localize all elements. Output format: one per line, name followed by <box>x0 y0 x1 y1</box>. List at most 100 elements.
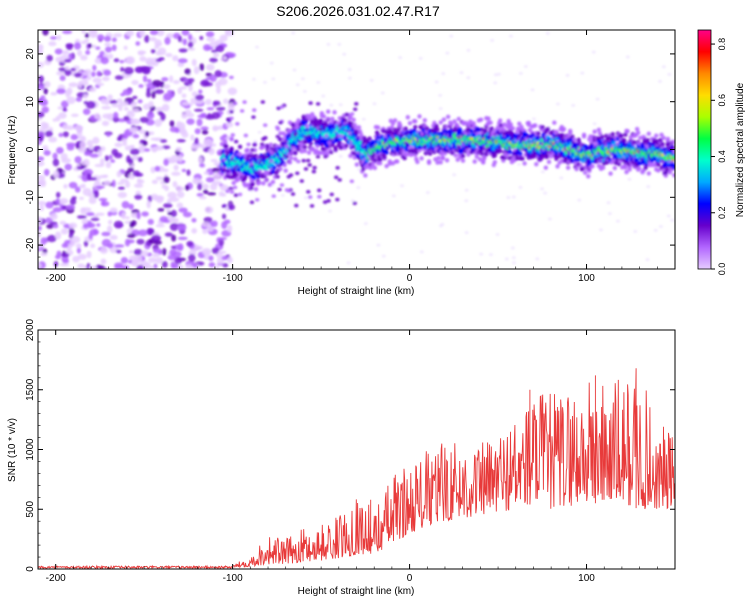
ridge-cell <box>231 180 236 186</box>
noise-blob <box>86 250 92 259</box>
noise-blob <box>107 94 113 101</box>
scatter-blob <box>286 152 292 156</box>
snr-x-axis: -200 -100 0 100 <box>37 330 676 584</box>
ridge-cell <box>344 143 349 149</box>
ridge-cell <box>243 174 248 180</box>
ridge-cell <box>375 125 381 130</box>
ridge-cell <box>502 122 507 127</box>
noise-blob <box>77 81 83 89</box>
ridge-cell <box>432 120 437 126</box>
ridge-cell <box>486 116 491 121</box>
noise-blob <box>80 54 88 61</box>
ridge-cell <box>318 118 323 123</box>
noise-blob <box>95 212 105 216</box>
noise-blob <box>214 70 222 78</box>
noise-blob <box>70 67 76 72</box>
noise-blob <box>121 138 128 143</box>
noise-blob <box>111 179 116 188</box>
ridge-cell <box>367 136 372 141</box>
scatter-blob <box>337 178 342 182</box>
faint-blob <box>543 191 548 195</box>
noise-blob <box>148 265 155 269</box>
noise-blob <box>200 112 207 118</box>
noise-blob <box>188 84 193 92</box>
noise-blob <box>130 144 135 148</box>
ridge-cell <box>293 156 298 162</box>
noise-blob <box>206 37 216 42</box>
noise-blob <box>164 36 171 45</box>
noise-blob <box>81 71 92 76</box>
noise-blob <box>113 58 120 63</box>
noise-blob <box>102 76 110 82</box>
noise-blob <box>174 127 180 134</box>
scatter-blob <box>237 192 243 197</box>
noise-blob <box>148 100 154 108</box>
ridge-cell <box>287 160 293 165</box>
y-tick-label: 2000 <box>25 318 36 341</box>
ridge-cell <box>439 151 444 156</box>
noise-blob <box>123 45 128 50</box>
noise-blob <box>187 47 196 51</box>
noise-blob <box>153 263 158 269</box>
noise-blob <box>199 195 207 200</box>
noise-blob <box>169 120 175 128</box>
noise-blob <box>205 64 215 71</box>
noise-blob <box>94 57 103 64</box>
noise-blob <box>181 168 187 173</box>
noise-blob <box>203 189 209 195</box>
noise-blob <box>217 250 227 255</box>
ridge-cell <box>665 136 671 142</box>
scatter-blob <box>232 185 238 190</box>
ridge-cell <box>267 182 272 187</box>
noise-blob <box>182 38 188 46</box>
scatter-blob <box>327 140 332 145</box>
noise-blob <box>215 45 225 53</box>
scatter-blob <box>335 197 340 202</box>
ridge-cell <box>552 120 557 125</box>
noise-blob <box>107 219 113 225</box>
ridge-cell <box>405 115 411 120</box>
noise-blob <box>211 247 220 254</box>
faint-blob <box>595 97 600 101</box>
faint-blob <box>633 229 638 233</box>
noise-blob <box>113 152 123 159</box>
noise-blob <box>200 126 209 131</box>
noise-blob <box>96 82 105 86</box>
scatter-blob <box>249 186 254 191</box>
ridge-cell <box>624 169 629 175</box>
noise-blob <box>208 255 214 262</box>
ridge-cell <box>378 161 383 166</box>
noise-blob <box>140 250 149 257</box>
faint-blob <box>257 130 262 134</box>
noise-blob <box>131 258 139 267</box>
noise-blob <box>81 30 86 35</box>
ridge-cell <box>659 132 664 137</box>
noise-blob <box>76 247 81 254</box>
colorbar-tick-label: 0.0 <box>717 263 727 276</box>
x-tick-label: -100 <box>223 573 243 584</box>
colorbar: 0.00.20.40.60.8 Normalized spectral ampl… <box>697 29 746 276</box>
y-tick-label: 1500 <box>25 378 36 401</box>
x-tick-label: -200 <box>46 573 66 584</box>
noise-blob <box>219 184 229 191</box>
ridge-cell <box>610 131 615 137</box>
ridge-cell <box>407 121 413 126</box>
ridge-cell <box>398 123 403 128</box>
scatter-blob <box>239 109 245 113</box>
noise-blob <box>113 111 119 119</box>
faint-blob <box>347 76 352 80</box>
noise-blob <box>132 95 138 100</box>
noise-blob <box>95 46 101 50</box>
noise-blob <box>43 87 48 95</box>
noise-blob <box>152 248 163 254</box>
scatter-blob <box>260 100 266 104</box>
ridge-cell <box>434 123 439 129</box>
ridge-cell <box>390 121 396 126</box>
scatter-blob <box>306 189 311 194</box>
noise-blob <box>62 131 69 138</box>
scatter-blob <box>322 200 328 204</box>
ridge-cell <box>229 136 234 142</box>
ridge-cell <box>302 148 308 154</box>
ridge-cell <box>472 159 477 164</box>
noise-blob <box>202 183 209 190</box>
